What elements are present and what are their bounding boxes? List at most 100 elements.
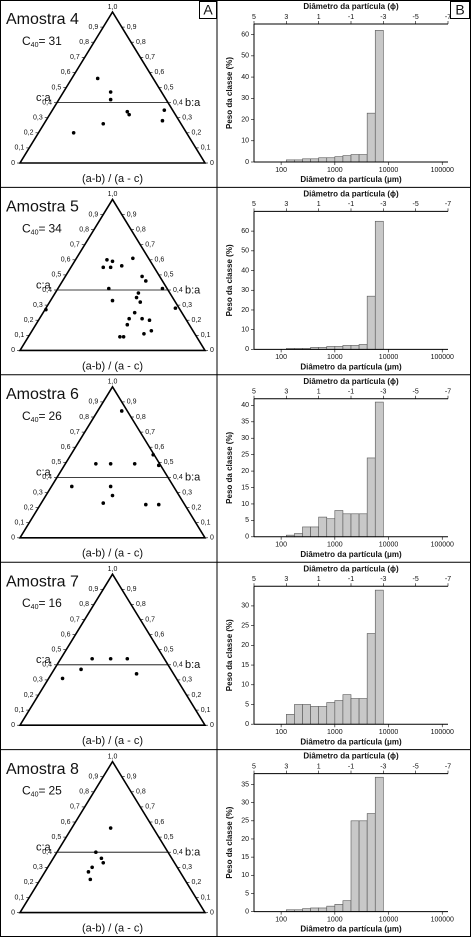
y-tick-label: 30 (241, 287, 249, 294)
bar (334, 156, 344, 163)
right-tick-label: 0,5 (164, 834, 174, 841)
data-point (108, 462, 113, 466)
c40-symbol: C (22, 784, 31, 798)
left-tick-label: 0,9 (89, 211, 99, 218)
left-tick-label: 0,7 (70, 616, 80, 623)
bar (350, 698, 360, 725)
left-tick-label: 0,1 (15, 332, 25, 339)
x2-tick-label: 3 (284, 389, 288, 396)
bottom-axis-title: Diâmetro da partícula (μm) (300, 363, 402, 372)
c40-subscript: 40 (31, 604, 39, 611)
y-tick-label: 15 (241, 662, 249, 669)
right-tick-label: 0,6 (155, 69, 165, 76)
left-tick-label: 0,4 (42, 662, 52, 669)
data-point (156, 463, 161, 468)
data-point (156, 502, 161, 507)
apex-tick-label: 1,0 (108, 191, 118, 198)
right-tick-label: 0,3 (182, 864, 192, 871)
right-tick-label: 0,5 (164, 272, 174, 279)
bottom-axis-title: Diâmetro da partícula (μm) (300, 175, 402, 184)
x-tick-label: 1000 (327, 916, 343, 923)
right-tick-label: 0,9 (127, 211, 137, 218)
bar (366, 813, 376, 912)
y-tick-label: 25 (241, 818, 249, 825)
y-tick-label: 20 (241, 307, 249, 314)
y-tick-label: 5 (245, 701, 249, 708)
right-tick-label: 0,1 (201, 894, 211, 901)
right-tick-label: 0,4 (173, 99, 183, 106)
left-tick-label: 0 (11, 722, 15, 729)
left-tick-label: 0,5 (52, 459, 62, 466)
right-tick-label: 0,7 (145, 242, 155, 249)
x2-tick-label: -7 (445, 201, 451, 208)
c40-label: C40= 26 (22, 409, 62, 424)
x-axis-label: (a-b) / (a - c) (82, 173, 143, 185)
c40-subscript: 40 (31, 42, 39, 49)
left-axis-label: c:a (36, 842, 52, 854)
x-tick-label: 100000 (431, 167, 454, 174)
left-tick-label: 0,8 (79, 39, 89, 46)
sample-title: Amostra 4 (6, 11, 79, 28)
x2-tick-label: 1 (317, 389, 321, 396)
left-tick-label: 0 (11, 909, 15, 916)
left-tick-label: 0,1 (15, 520, 25, 527)
c40-label: C40= 31 (22, 34, 62, 49)
data-point (132, 310, 137, 315)
right-tick-label: 0,4 (173, 287, 183, 294)
chart-panel: Diâmetro da partícula (ϕ) Diâmetro da par… (225, 2, 454, 184)
c40-subscript: 40 (31, 791, 39, 798)
c40-symbol: C (22, 409, 31, 423)
x2-tick-label: -3 (380, 201, 386, 208)
x-tick-label: 10000 (379, 916, 399, 923)
data-point (125, 322, 130, 327)
right-tick-label: 0,3 (182, 115, 192, 122)
x-tick-label: 1000 (327, 167, 343, 174)
c40-label: C40= 25 (22, 784, 62, 799)
data-point (140, 274, 144, 279)
left-tick-label: 0,8 (79, 601, 89, 608)
chart-panel: Amostra 4 C40= 31 c:a b:a (a-b) / (a - c) 0 0 0,… (6, 4, 214, 185)
chart-panel: Diâmetro da partícula (ϕ) Diâmetro da par… (225, 377, 454, 559)
data-point (71, 131, 76, 135)
left-tick-label: 0,2 (24, 317, 34, 324)
bar (342, 900, 352, 912)
bar (310, 706, 319, 725)
x2-tick-label: -7 (445, 576, 451, 583)
bar (366, 295, 376, 350)
y-axis-title: Peso da classe (%) (225, 57, 234, 129)
x2-tick-label: 5 (252, 201, 256, 208)
x2-tick-label: 5 (252, 14, 256, 21)
c40-label: C40= 16 (22, 596, 62, 611)
x-tick-label: 100000 (431, 729, 454, 736)
data-point (134, 672, 139, 676)
right-tick-label: 0,2 (192, 130, 202, 137)
left-tick-label: 0,1 (15, 707, 25, 714)
data-point (105, 258, 109, 262)
right-tick-label: 0 (210, 160, 214, 167)
bar (302, 526, 311, 538)
data-point (44, 307, 48, 312)
top-axis-title: Diâmetro da partícula (ϕ) (303, 564, 399, 573)
right-tick-label: 0,2 (192, 879, 202, 886)
data-point (107, 286, 111, 291)
panel-label-box (450, 1, 470, 19)
x2-tick-label: -7 (445, 14, 451, 21)
data-point (86, 870, 91, 874)
data-point (144, 502, 148, 507)
data-point (121, 335, 126, 339)
left-tick-label: 0,1 (15, 145, 25, 152)
left-axis-label: c:a (36, 279, 52, 291)
top-axis-title: Diâmetro da partícula (ϕ) (303, 752, 399, 761)
right-tick-label: 0,9 (127, 774, 137, 781)
bar (294, 704, 303, 725)
data-point (101, 121, 106, 126)
y-tick-label: 35 (241, 419, 249, 426)
right-tick-label: 0,8 (136, 789, 146, 796)
x-tick-label: 10000 (379, 354, 399, 361)
data-point (110, 493, 115, 498)
top-axis-title: Diâmetro da partícula (ϕ) (303, 190, 399, 199)
data-point (160, 118, 165, 123)
right-tick-label: 0,5 (164, 647, 174, 654)
right-tick-label: 0,9 (127, 586, 137, 593)
y-tick-label: 25 (241, 452, 249, 459)
